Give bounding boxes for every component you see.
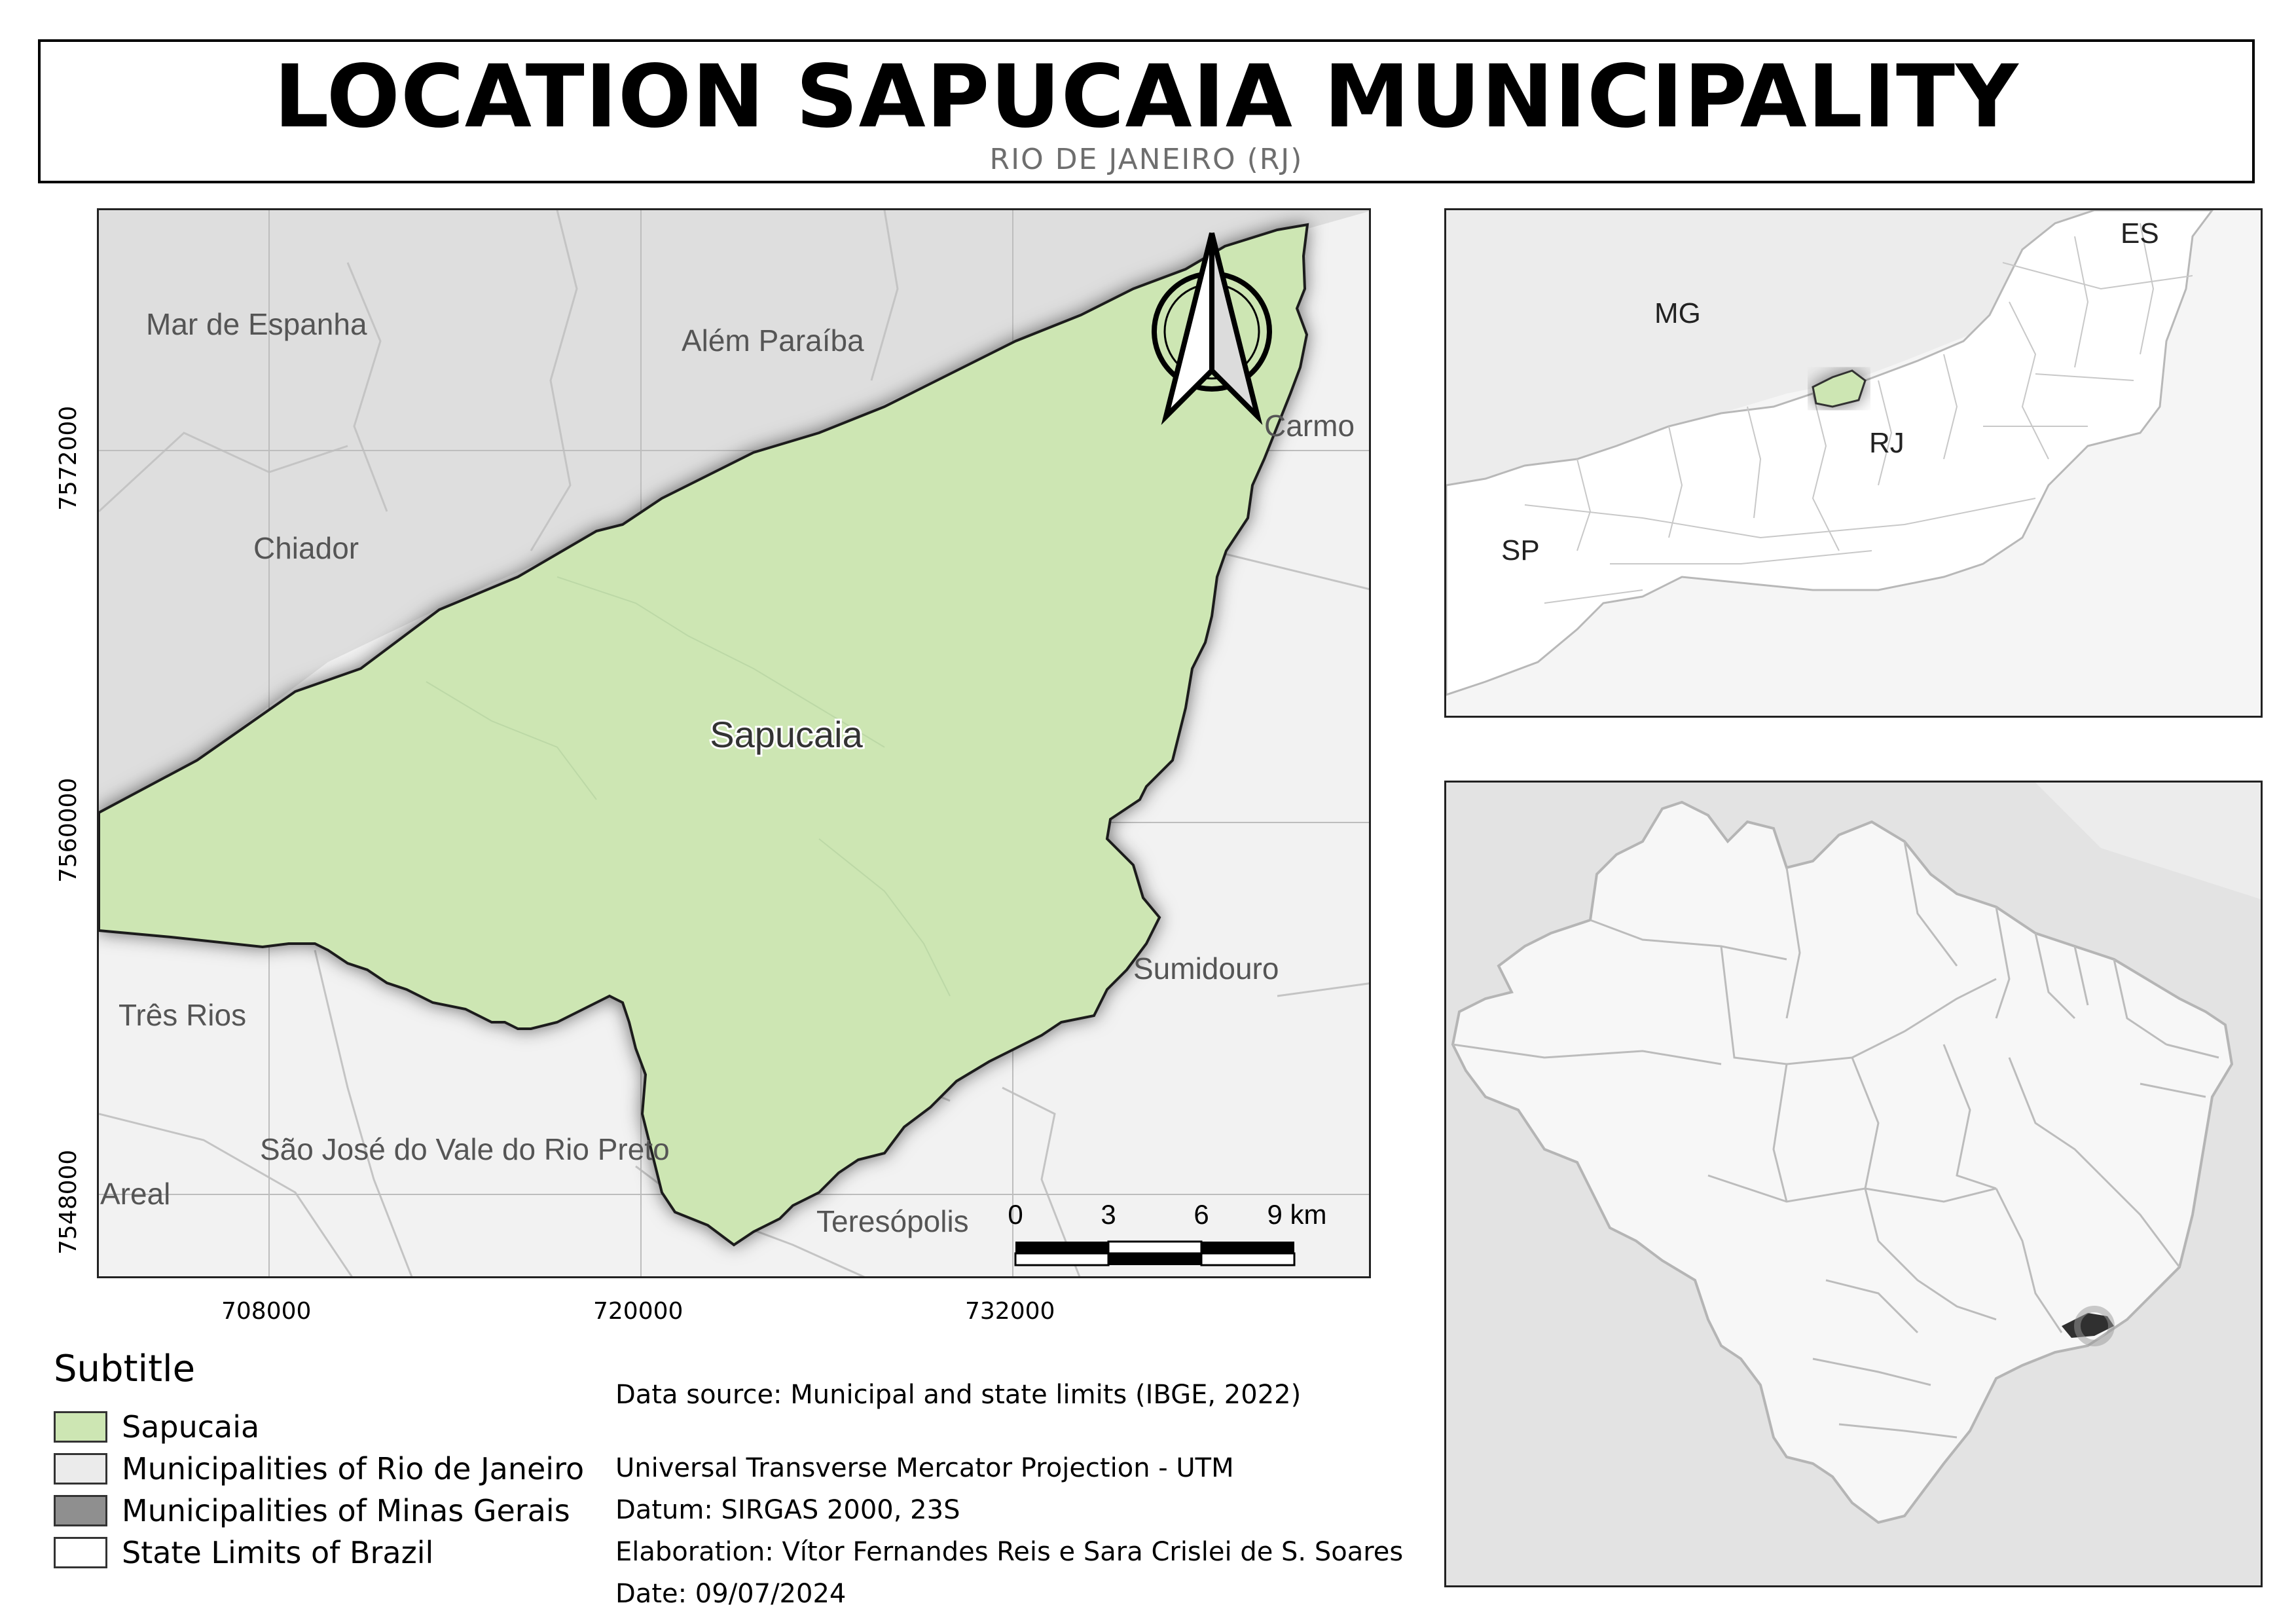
state-labels: ES MG SP RJ	[1501, 217, 2159, 566]
rj-glow	[2074, 1306, 2115, 1346]
legend-item-sapucaia: Sapucaia	[54, 1409, 260, 1445]
sapucaia-inset-polygon	[1812, 369, 1867, 408]
y-tick-7548000: 7548000	[55, 1149, 82, 1255]
sapucaia-polygon[interactable]	[99, 223, 1309, 1247]
legend-item-mg-municipalities: Municipalities of Minas Gerais	[54, 1493, 570, 1528]
label-sp: SP	[1501, 534, 1540, 566]
label-mg: MG	[1654, 297, 1701, 329]
label-rj: RJ	[1869, 427, 1904, 459]
legend-item-state-limits: State Limits of Brazil	[54, 1535, 434, 1570]
label-sao-jose: São José do Vale do Rio Preto	[260, 1132, 670, 1166]
legend-label: Sapucaia	[122, 1409, 260, 1445]
rj-state-shape	[1446, 210, 2214, 696]
label-carmo: Carmo	[1264, 409, 1355, 443]
rj-highlight-brazil	[2062, 1313, 2114, 1338]
label-es: ES	[2121, 217, 2159, 249]
neighbor-labels: Mar de Espanha Além Paraíba Carmo Chiado…	[100, 307, 1355, 1238]
brazil-outline	[1451, 800, 2234, 1524]
scale-label-6: 6	[1194, 1199, 1209, 1230]
map-subtitle: RIO DE JANEIRO (RJ)	[989, 143, 1303, 176]
label-alem-paraiba: Além Paraíba	[682, 323, 864, 358]
north-arrow-icon	[1152, 232, 1272, 426]
x-tick-732000: 732000	[965, 1298, 1055, 1325]
datum-text: Datum: SIRGAS 2000, 23S	[615, 1495, 960, 1525]
legend-label: Municipalities of Rio de Janeiro	[122, 1451, 585, 1486]
legend-label: State Limits of Brazil	[122, 1535, 434, 1570]
scale-label-9km: 9 km	[1267, 1199, 1326, 1230]
label-sumidouro: Sumidouro	[1133, 951, 1279, 986]
main-map-canvas: 0 3 6 9 km Mar de Espanha Além Paraíba C…	[99, 210, 1369, 1276]
label-tres-rios: Três Rios	[118, 998, 246, 1032]
scale-label-3: 3	[1101, 1199, 1116, 1230]
label-mar-de-espanha: Mar de Espanha	[146, 307, 367, 341]
brazil-state-lines	[1452, 841, 2219, 1439]
main-map[interactable]: 0 3 6 9 km Mar de Espanha Além Paraíba C…	[97, 208, 1371, 1278]
legend-title: Subtitle	[54, 1348, 196, 1390]
x-tick-708000: 708000	[221, 1298, 312, 1325]
label-chiador: Chiador	[253, 531, 359, 565]
legend-swatch-rj	[54, 1453, 107, 1485]
river-lines	[426, 576, 951, 997]
mg-region	[99, 210, 1369, 813]
elaboration-text: Elaboration: Vítor Fernandes Reis e Sara…	[615, 1537, 1404, 1567]
legend-label: Municipalities of Minas Gerais	[122, 1493, 570, 1528]
brazil-inset-canvas	[1446, 783, 2261, 1585]
y-tick-7572000: 7572000	[55, 405, 82, 511]
projection-text: Universal Transverse Mercator Projection…	[615, 1453, 1234, 1483]
y-tick-7560000: 7560000	[55, 777, 82, 883]
label-teresopolis: Teresópolis	[816, 1204, 969, 1238]
label-areal: Areal	[100, 1177, 170, 1211]
date-text: Date: 09/07/2024	[615, 1579, 847, 1609]
map-title: LOCATION SAPUCAIA MUNICIPALITY	[274, 46, 2019, 147]
state-inset-canvas: ES MG SP RJ	[1446, 210, 2261, 716]
x-tick-720000: 720000	[593, 1298, 683, 1325]
state-inset-map[interactable]: ES MG SP RJ	[1444, 208, 2263, 718]
rj-municipal-lines	[1524, 223, 2193, 604]
legend-swatch-mg	[54, 1495, 107, 1526]
scale-bar: 0 3 6 9 km	[1008, 1199, 1327, 1266]
brazil-inset-map[interactable]	[1444, 781, 2263, 1587]
scale-label-0: 0	[1008, 1199, 1023, 1230]
title-box: LOCATION SAPUCAIA MUNICIPALITY RIO DE JA…	[38, 39, 2255, 183]
data-source-text: Data source: Municipal and state limits …	[615, 1380, 1302, 1410]
legend-swatch-sapucaia	[54, 1411, 107, 1443]
legend-item-rj-municipalities: Municipalities of Rio de Janeiro	[54, 1451, 585, 1486]
legend-swatch-state	[54, 1537, 107, 1568]
label-sapucaia: Sapucaia	[710, 714, 863, 755]
